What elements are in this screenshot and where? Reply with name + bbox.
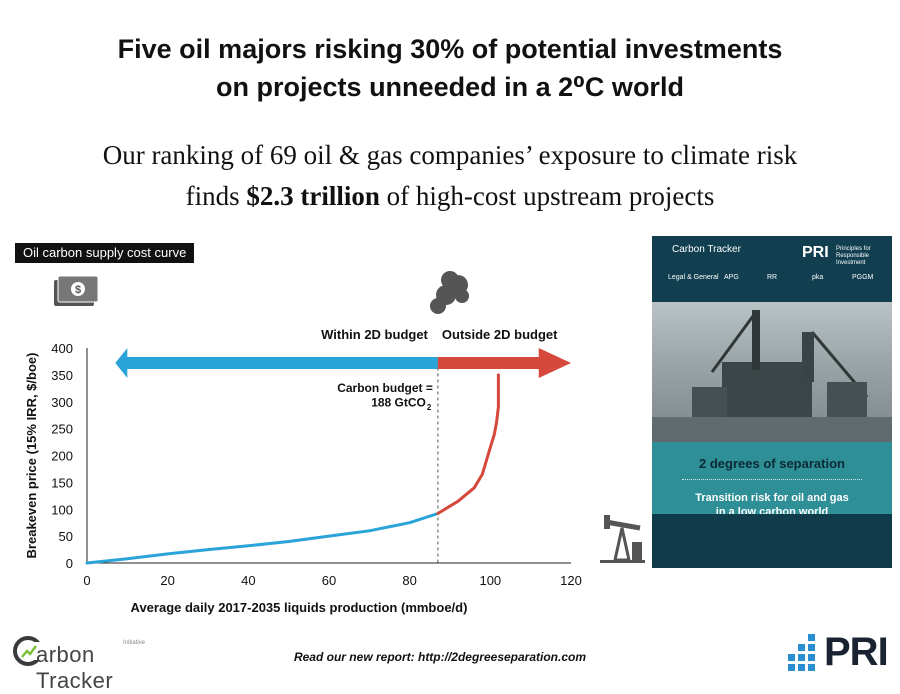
within-budget-label: Within 2D budget — [321, 327, 428, 342]
series-line-outside — [436, 373, 500, 515]
chart-series — [85, 373, 500, 565]
report-cover[interactable]: Carbon Tracker PRI Principles for Respon… — [652, 236, 892, 568]
x-tick-label: 120 — [560, 573, 582, 588]
budget-label-line-2: 188 GtCO — [371, 396, 426, 410]
oil-rig-photo — [652, 302, 892, 442]
subtitle-line-1: Our ranking of 69 oil & gas companies’ e… — [102, 140, 798, 170]
budget-arrows: Within 2D budget Outside 2D budget — [115, 327, 571, 379]
report-divider — [682, 479, 862, 480]
chart-tag: Oil carbon supply cost curve — [15, 243, 195, 263]
partner-apg: APG — [724, 274, 739, 281]
report-footer — [652, 514, 892, 568]
report-pri-sub: Principles for Responsible Investment — [836, 246, 871, 266]
report-subtitle-line-1: Transition risk for oil and gas — [695, 492, 849, 504]
series-line-within — [85, 512, 440, 565]
chart-axes: 0 50 100 150 200 250 300 350 400 0 20 40 60 80 100 120 A… — [24, 341, 582, 615]
page-title: Five oil majors risking 30% of potential… — [0, 30, 900, 106]
report-header — [652, 236, 892, 302]
report-title: 2 degrees of separation — [699, 456, 845, 471]
subtitle-post: of high-cost upstream projects — [379, 181, 715, 211]
smoke-icon — [430, 271, 469, 314]
partner-pggm: PGGM — [852, 274, 874, 281]
y-tick-label: 250 — [51, 422, 73, 437]
subtitle-line-2: finds $2.3 trillion of high-cost upstrea… — [0, 176, 900, 217]
y-tick-label: 300 — [51, 395, 73, 410]
y-tick-label: 50 — [59, 529, 73, 544]
carbon-tracker-initiative: Initiative — [123, 640, 146, 646]
outside-budget-arrow — [437, 348, 571, 379]
budget-label-subscript: 2 — [427, 403, 432, 412]
x-tick-label: 40 — [241, 573, 255, 588]
x-tick-label: 20 — [160, 573, 174, 588]
oil-rig-illustration — [652, 310, 892, 442]
report-title-band — [652, 442, 892, 514]
y-tick-label: 100 — [51, 502, 73, 517]
supply-cost-chart: $ 0 50 100 150 200 250 300 350 400 0 20 40 60 80 100 12… — [24, 271, 645, 615]
y-tick-label: 150 — [51, 475, 73, 490]
x-tick-label: 80 — [402, 573, 416, 588]
title-line-2: on projects unneeded in a 2⁰C world — [216, 72, 684, 102]
within-budget-arrow — [115, 348, 438, 379]
subtitle-pre: finds — [185, 181, 247, 211]
partner-rr: RR — [767, 274, 778, 281]
outside-budget-label: Outside 2D budget — [442, 327, 558, 342]
y-axis-label: Breakeven price (15% IRR, $/boe) — [24, 353, 39, 559]
pri-dots-icon — [788, 634, 815, 671]
carbon-tracker-wordmark: arbon Tracker — [36, 642, 114, 693]
page-subtitle: Our ranking of 69 oil & gas companies’ e… — [0, 135, 900, 217]
x-tick-label: 60 — [322, 573, 336, 588]
carbon-tracker-mark-icon — [13, 636, 42, 666]
title-line-1: Five oil majors risking 30% of potential… — [117, 34, 783, 64]
pri-wordmark: PRI — [824, 630, 889, 674]
report-org: Carbon Tracker — [672, 244, 741, 255]
svg-text:$: $ — [75, 284, 81, 296]
x-axis-label: Average daily 2017-2035 liquids producti… — [131, 600, 468, 615]
subtitle-highlight: $2.3 trillion — [246, 181, 380, 211]
y-tick-label: 400 — [51, 341, 73, 356]
partner-pka: pka — [812, 274, 824, 281]
money-icon: $ — [54, 275, 99, 306]
y-tick-label: 350 — [51, 368, 73, 383]
x-tick-label: 100 — [479, 573, 501, 588]
y-tick-label: 200 — [51, 449, 73, 464]
oil-pump-icon — [600, 515, 645, 563]
report-pri: PRI — [802, 244, 829, 261]
y-tick-label: 0 — [66, 556, 73, 571]
x-tick-label: 0 — [83, 573, 90, 588]
report-link[interactable]: Read our new report: http://2degreesepar… — [293, 650, 587, 664]
budget-label-line-1: Carbon budget = — [337, 381, 433, 395]
partner-legal-general: Legal & General — [668, 274, 719, 281]
